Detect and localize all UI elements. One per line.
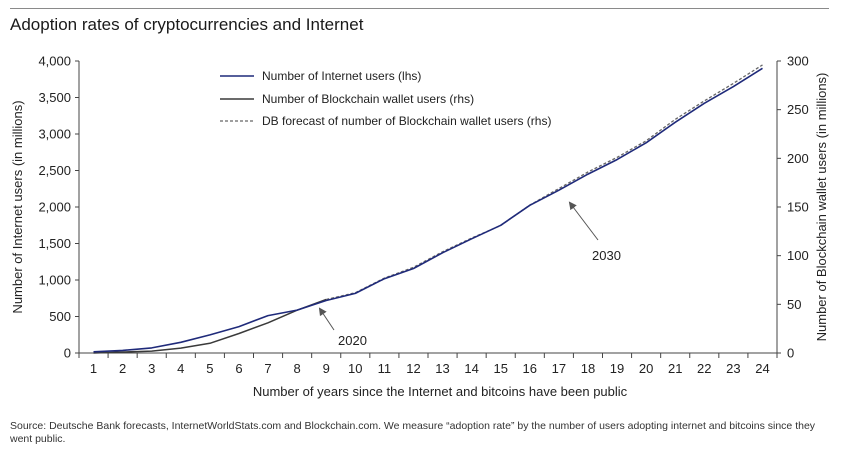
y-left-tick-label: 3,500 [38,90,71,105]
series-layer [93,64,763,354]
annotation-layer: 2020 2030 [318,201,621,348]
x-tick-label: 17 [552,361,566,376]
x-tick-label: 15 [493,361,507,376]
y-left-tick-label: 1,000 [38,273,71,288]
x-tick-label: 6 [235,361,242,376]
x-tick-label: 21 [668,361,682,376]
y-left-tick-label: 500 [49,309,71,324]
x-tick-label: 14 [464,361,478,376]
x-tick-label: 18 [581,361,595,376]
x-tick-label: 19 [610,361,624,376]
x-tick-label: 2 [119,361,126,376]
annotation-2030-label: 2030 [592,248,621,263]
y-right-tick-label: 200 [787,151,809,166]
x-tick-label: 16 [523,361,537,376]
y-axis-right-label: Number of Blockchain wallet users (in mi… [814,73,829,342]
x-tick-label: 10 [348,361,362,376]
y-right-tick-label: 0 [787,346,794,361]
legend-label-internet: Number of Internet users (lhs) [262,69,421,83]
x-axis-label: Number of years since the Internet and b… [253,384,628,399]
axes-layer: 0 500 1,000 1,500 2,000 2,500 3,000 3,500 4,000 0… [38,54,808,377]
x-tick-label: 5 [206,361,213,376]
x-tick-label: 1 [90,361,97,376]
x-tick-label: 3 [148,361,155,376]
x-tick-label: 23 [726,361,740,376]
legend-label-blockchain: Number of Blockchain wallet users (rhs) [262,92,474,106]
series-line-forecast [326,64,763,301]
annotation-2020-label: 2020 [338,333,367,348]
y-left-tick-label: 1,500 [38,236,71,251]
x-tick-label: 9 [323,361,330,376]
y-left-tick-label: 4,000 [38,54,71,69]
y-left-tick-label: 2,000 [38,200,71,215]
annotation-2030-arrow [568,201,599,241]
x-tick-label: 11 [378,361,392,376]
annotation-2020-arrow [318,307,335,331]
y-left-tick-label: 0 [64,346,71,361]
x-tick-label: 8 [294,361,301,376]
top-rule [10,8,829,9]
y-right-tick-label: 250 [787,102,809,117]
x-tick-label: 7 [264,361,271,376]
x-tick-label: 4 [177,361,184,376]
chart-title: Adoption rates of cryptocurrencies and I… [10,15,364,34]
legend: Number of Internet users (lhs) Number of… [220,69,551,128]
x-tick-label: 22 [697,361,711,376]
y-right-tick-label: 100 [787,248,809,263]
series-line-internet [93,67,763,353]
source-note: Source: Deutsche Bank forecasts, Interne… [10,420,816,445]
y-right-tick-label: 50 [787,297,801,312]
x-tick-label: 13 [435,361,449,376]
y-left-tick-label: 2,500 [38,163,71,178]
y-axis-left-label: Number of Internet users (in millions) [10,100,25,313]
y-left-tick-label: 3,000 [38,127,71,142]
x-tick-label: 12 [406,361,420,376]
x-tick-label: 20 [639,361,653,376]
y-right-tick-label: 300 [787,54,809,69]
series-line-blockchain [93,298,327,354]
y-right-tick-label: 150 [787,200,809,215]
x-tick-label: 24 [755,361,769,376]
label-layer: Number of years since the Internet and b… [10,73,829,399]
legend-label-forecast: DB forecast of number of Blockchain wall… [262,114,551,128]
